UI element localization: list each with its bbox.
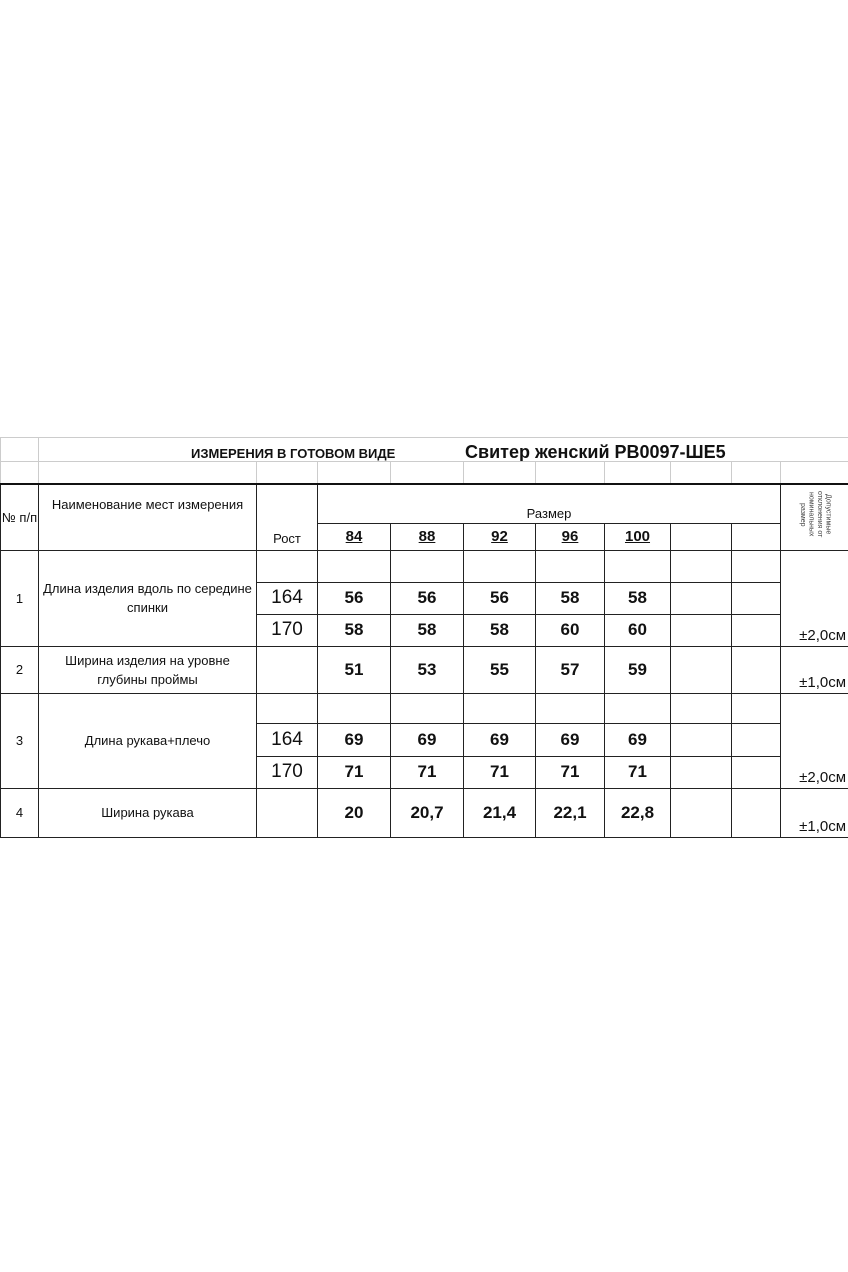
- header-name: Наименование мест измерения: [38, 482, 257, 551]
- row-tolerance: ±2,0см: [779, 692, 848, 789]
- row-tolerance: ±1,0см: [779, 787, 848, 838]
- value-cell: 71: [535, 755, 605, 789]
- value-cell: 21,4: [463, 787, 536, 838]
- height-cell: 170: [256, 613, 318, 647]
- value-cell: 58: [463, 613, 536, 647]
- value-cell: 71: [463, 755, 536, 789]
- row-name: Ширина рукава: [38, 787, 257, 838]
- table-title: ИЗМЕРЕНИЯ В ГОТОВОМ ВИДЕ: [191, 446, 396, 461]
- row-num: 3: [0, 692, 39, 789]
- header-num: № п/п: [0, 482, 39, 551]
- value-cell: 58: [317, 613, 391, 647]
- value-cell: 56: [463, 581, 536, 615]
- value-cell: 51: [317, 645, 391, 694]
- value-cell: 20: [317, 787, 391, 838]
- row-num: 4: [0, 787, 39, 838]
- row-tolerance: ±2,0см: [779, 549, 848, 647]
- value-cell: 59: [604, 645, 671, 694]
- value-cell: 60: [604, 613, 671, 647]
- row-name: Длина изделия вдоль по середине спинки: [38, 549, 257, 647]
- value-cell: 69: [317, 722, 391, 757]
- value-cell: 22,1: [535, 787, 605, 838]
- header-height: Рост: [256, 482, 318, 551]
- size-100: 100: [604, 523, 671, 551]
- height-cell: 164: [256, 581, 318, 615]
- value-cell: 69: [390, 722, 464, 757]
- value-cell: 56: [317, 581, 391, 615]
- row-tolerance: ±1,0см: [779, 645, 848, 694]
- value-cell: 69: [463, 722, 536, 757]
- value-cell: 56: [390, 581, 464, 615]
- size-88: 88: [390, 523, 464, 551]
- measurement-table: ИЗМЕРЕНИЯ В ГОТОВОМ ВИДЕ Свитер женский Р…: [0, 437, 848, 838]
- size-96: 96: [535, 523, 605, 551]
- value-cell: 58: [390, 613, 464, 647]
- row-num: 2: [0, 645, 39, 694]
- value-cell: 53: [390, 645, 464, 694]
- value-cell: 55: [463, 645, 536, 694]
- height-cell: 164: [256, 722, 318, 757]
- size-84: 84: [317, 523, 391, 551]
- value-cell: 58: [535, 581, 605, 615]
- header-size: Размер: [317, 482, 781, 525]
- row-name: Ширина изделия на уровне глубины проймы: [38, 645, 257, 694]
- header-tolerance: Допустимые отклонения от номинальных раз…: [799, 491, 832, 538]
- row-name: Длина рукава+плечо: [38, 692, 257, 789]
- value-cell: 69: [604, 722, 671, 757]
- product-title: Свитер женский РВ0097-ШЕ5: [465, 442, 726, 462]
- value-cell: 71: [317, 755, 391, 789]
- value-cell: 69: [535, 722, 605, 757]
- value-cell: 20,7: [390, 787, 464, 838]
- size-92: 92: [463, 523, 536, 551]
- height-cell: 170: [256, 755, 318, 789]
- value-cell: 71: [390, 755, 464, 789]
- value-cell: 22,8: [604, 787, 671, 838]
- value-cell: 60: [535, 613, 605, 647]
- value-cell: 71: [604, 755, 671, 789]
- row-num: 1: [0, 549, 39, 647]
- value-cell: 57: [535, 645, 605, 694]
- value-cell: 58: [604, 581, 671, 615]
